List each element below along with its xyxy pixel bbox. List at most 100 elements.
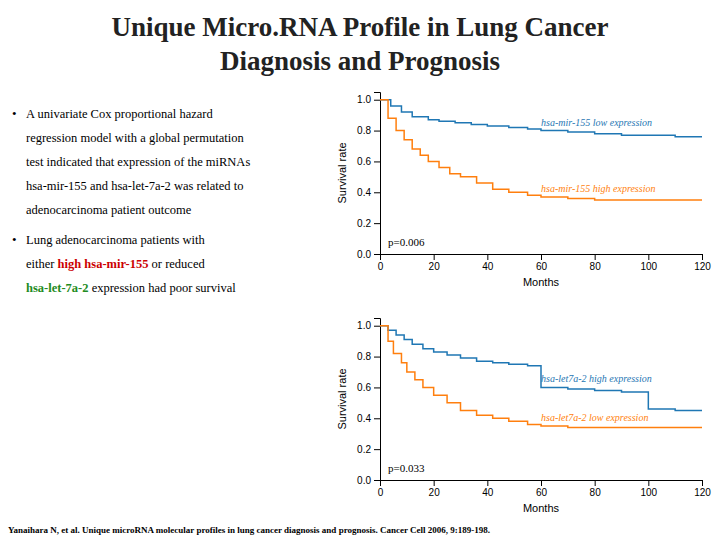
survival-curve: [380, 326, 702, 411]
y-tick-mark: [374, 357, 380, 358]
bullet-line: test indicated that expression of the mi…: [26, 155, 250, 169]
x-axis: 0 20 40 60 80 100 120: [378, 480, 712, 498]
x-axis-title: Months: [523, 276, 560, 288]
y-tick: 0.8: [357, 125, 380, 136]
text-segment: regression model with a global permutati…: [26, 131, 244, 145]
text-segment: hsa-mir-155: [81, 257, 148, 271]
y-axis: 0.00.20.40.60.81.0: [357, 319, 380, 486]
x-tick: 0: [378, 254, 384, 272]
text-segment: either: [26, 257, 58, 271]
x-tick-label: 0: [378, 487, 384, 498]
x-tick-label: 100: [640, 261, 657, 272]
x-tick-label: 80: [590, 261, 602, 272]
y-tick: 0.2: [357, 218, 380, 229]
y-axis: 0.00.20.40.60.81.0: [357, 93, 380, 260]
x-tick-label: 0: [378, 261, 384, 272]
text-segment: or reduced: [148, 257, 205, 271]
x-tick: 20: [429, 480, 441, 498]
text-segment: hsa-mir-155 and hsa-let-7a-2 was related…: [26, 179, 243, 193]
footnote-segment: Unique microRNA molecular profiles in lu…: [80, 525, 378, 535]
y-tick: 0.6: [357, 382, 380, 393]
x-tick: 80: [590, 254, 602, 272]
bullet-line: either high hsa-mir-155 or reduced: [26, 257, 205, 271]
y-axis-title: Survival rate: [336, 142, 348, 203]
bullet: •: [12, 106, 17, 121]
y-tick-label: 0.6: [357, 382, 371, 393]
bullet-line: A univariate Cox proportional hazard: [26, 107, 213, 121]
y-tick-mark: [374, 387, 380, 388]
footnote: Yanaihara N, et al. Unique microRNA mole…: [8, 525, 490, 535]
y-tick-label: 0.4: [357, 187, 371, 198]
x-tick: 80: [590, 480, 602, 498]
y-tick: 1.0: [357, 94, 380, 105]
x-tick-mark: [434, 480, 435, 486]
y-tick-mark: [374, 326, 380, 327]
x-tick-mark: [487, 254, 488, 260]
bullet-line: Lung adenocarcinoma patients with: [26, 233, 206, 247]
x-tick: 60: [536, 480, 548, 498]
y-tick: 0.2: [357, 444, 380, 455]
x-tick-label: 20: [429, 261, 441, 272]
x-tick-label: 40: [482, 487, 494, 498]
plot-area: [380, 100, 702, 200]
title: Unique Micro.RNA Profile in Lung Cancer: [112, 12, 609, 42]
x-tick-label: 80: [590, 487, 602, 498]
bullet: •: [12, 232, 17, 247]
x-tick: 100: [640, 254, 657, 272]
y-tick-label: 1.0: [357, 94, 371, 105]
bullet-line: regression model with a global permutati…: [26, 131, 244, 145]
text-segment: high: [58, 257, 82, 271]
y-tick-label: 0.2: [357, 218, 371, 229]
title: Diagnosis and Prognosis: [220, 46, 500, 76]
x-tick: 0: [378, 480, 384, 498]
series-label: hsa-let7a-2 low expression: [541, 412, 648, 423]
x-axis-line: [381, 255, 703, 261]
y-tick: 0.0: [357, 475, 380, 486]
x-tick: 40: [482, 480, 494, 498]
plot-area: [380, 326, 702, 428]
y-tick-mark: [374, 192, 380, 193]
x-tick-mark: [434, 254, 435, 260]
x-axis: 0 20 40 60 80 100 120: [378, 254, 712, 272]
chart: 0204060801001200.00.20.40.60.81.0MonthsS…: [336, 93, 711, 289]
y-tick: 0.8: [357, 351, 380, 362]
y-tick: 1.0: [357, 320, 380, 331]
x-tick-label: 120: [694, 261, 711, 272]
footnote-segment: Yanaihara N,: [8, 525, 59, 535]
survival-curve: [380, 100, 702, 137]
x-tick-label: 60: [536, 487, 548, 498]
x-tick: 60: [536, 254, 548, 272]
y-tick-label: 0.8: [357, 125, 371, 136]
y-tick: 0.0: [357, 249, 380, 260]
y-axis-line: [374, 319, 381, 481]
y-tick-mark: [374, 223, 380, 224]
x-tick-mark: [595, 480, 596, 486]
x-tick-mark: [648, 254, 649, 260]
y-tick-label: 0.0: [357, 475, 371, 486]
x-tick-mark: [702, 480, 703, 486]
chart: 0204060801001200.00.20.40.60.81.0MonthsS…: [336, 319, 711, 515]
y-tick-mark: [374, 131, 380, 132]
bullet-line: hsa-let-7a-2 expression had poor surviva…: [26, 281, 236, 295]
footnote-segment: 2006, 9:189-198.: [426, 525, 491, 535]
y-tick-mark: [374, 449, 380, 450]
x-tick: 100: [640, 480, 657, 498]
x-tick-mark: [541, 480, 542, 486]
y-axis-line: [374, 93, 381, 255]
bullet-line: adenocarcinoma patient outcome: [26, 203, 192, 217]
y-tick-label: 0.2: [357, 444, 371, 455]
x-tick: 40: [482, 254, 494, 272]
series-label: hsa-mir-155 low expression: [541, 117, 652, 128]
x-tick-label: 60: [536, 261, 548, 272]
x-tick-mark: [487, 480, 488, 486]
x-tick-label: 20: [429, 487, 441, 498]
y-tick-label: 0.0: [357, 249, 371, 260]
series-label: hsa-let7a-2 high expression: [541, 373, 652, 384]
x-tick-label: 40: [482, 261, 494, 272]
survival-curve: [380, 100, 702, 200]
x-tick: 120: [694, 480, 711, 498]
text-segment: Lung adenocarcinoma patients with: [26, 233, 206, 247]
text-segment: test indicated that expression of the mi…: [26, 155, 250, 169]
x-tick-label: 120: [694, 487, 711, 498]
text-segment: expression had poor survival: [89, 281, 237, 295]
